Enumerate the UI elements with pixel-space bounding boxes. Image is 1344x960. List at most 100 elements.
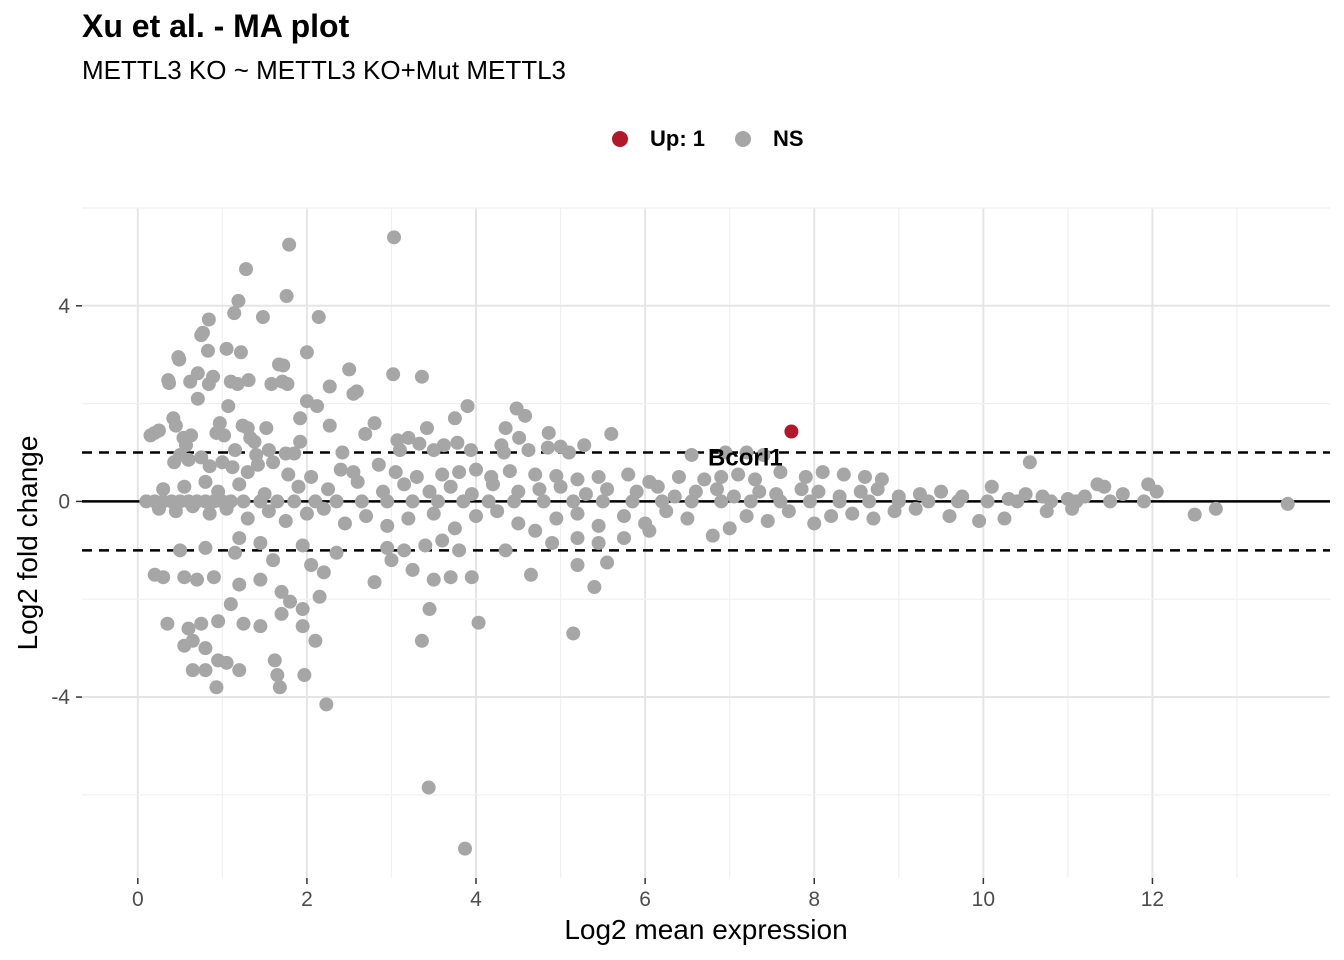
ns-point	[202, 506, 217, 521]
up-point	[784, 424, 799, 439]
ns-point	[299, 506, 314, 521]
ns-point	[198, 540, 213, 555]
ns-point	[862, 494, 877, 509]
ns-point	[616, 509, 631, 524]
ns-point	[748, 472, 763, 487]
ns-point	[866, 511, 881, 526]
ns-point	[739, 509, 754, 524]
ns-point	[760, 513, 775, 528]
ns-point	[528, 467, 543, 482]
ns-point	[853, 484, 868, 499]
ns-point	[283, 594, 297, 609]
ns-point	[481, 494, 496, 509]
ns-point	[198, 663, 213, 678]
ns-point	[333, 462, 348, 477]
ns-point	[418, 538, 433, 553]
ns-point	[308, 633, 323, 648]
ns-point	[297, 668, 312, 683]
ns-point	[426, 443, 441, 458]
ns-point	[405, 562, 420, 577]
ns-point	[463, 443, 478, 458]
ns-point	[228, 545, 243, 560]
ns-point	[625, 494, 640, 509]
ns-point	[161, 373, 176, 388]
legend-item-ns: NS	[735, 126, 804, 152]
ns-point	[350, 474, 365, 489]
ns-point	[221, 399, 236, 414]
ns-point	[151, 501, 166, 516]
ns-point	[223, 597, 238, 612]
ns-point	[518, 408, 533, 423]
ns-point	[241, 373, 256, 388]
ns-point	[386, 367, 401, 382]
ns-point	[697, 472, 712, 487]
ns-point	[680, 511, 695, 526]
ns-point	[621, 467, 636, 482]
ns-point	[304, 558, 319, 573]
ns-point	[367, 416, 382, 431]
ns-point	[824, 509, 839, 524]
ns-point	[803, 494, 817, 509]
ns-point	[295, 602, 310, 617]
ns-point	[980, 494, 995, 509]
ns-point	[367, 575, 382, 590]
ns-point	[794, 482, 809, 497]
ns-point	[278, 513, 293, 528]
ns-point	[168, 504, 183, 519]
ns-point	[507, 494, 522, 509]
ns-point	[591, 469, 606, 484]
legend-label-ns: NS	[773, 126, 804, 151]
ns-point	[553, 479, 568, 494]
ns-point	[198, 641, 213, 656]
ns-point	[456, 494, 471, 509]
ns-point	[1039, 504, 1054, 519]
x-axis-title: Log2 mean expression	[564, 914, 847, 945]
ns-point	[845, 506, 860, 521]
ns-point	[177, 479, 192, 494]
ns-point	[287, 494, 302, 509]
ns-point	[198, 474, 213, 489]
ns-point	[270, 494, 285, 509]
ns-point	[272, 357, 287, 372]
ns-point	[183, 374, 198, 389]
ns-point	[281, 467, 296, 482]
ns-point	[1097, 479, 1112, 494]
ns-point	[231, 293, 246, 308]
ns-point	[587, 580, 602, 595]
ns-point	[815, 465, 830, 480]
ns-point	[291, 479, 306, 494]
ns-point	[562, 445, 577, 460]
ns-point	[595, 494, 610, 509]
ns-point	[311, 310, 326, 325]
ns-point	[329, 545, 344, 560]
ns-point	[950, 494, 965, 509]
ns-point	[319, 697, 334, 712]
x-tick-label: 10	[972, 888, 995, 911]
ns-point	[857, 469, 872, 484]
point-labels: Bcorl1	[708, 444, 783, 471]
ns-point	[272, 680, 287, 695]
ns-point	[447, 411, 462, 426]
ns-point	[1115, 487, 1130, 502]
ns-point	[447, 521, 462, 536]
ns-point	[295, 619, 310, 634]
ns-point	[190, 391, 205, 406]
ns-point	[172, 352, 187, 367]
ns-point	[266, 455, 281, 470]
ns-point	[705, 528, 720, 543]
ns-point	[511, 516, 526, 531]
ns-point	[1010, 494, 1025, 509]
ns-point	[798, 469, 813, 484]
ns-point	[250, 457, 265, 472]
ns-point	[287, 446, 302, 461]
ns-point	[253, 536, 268, 550]
x-tick-label: 6	[639, 888, 651, 911]
ns-point	[219, 501, 234, 516]
ns-point	[469, 509, 484, 524]
ns-point	[1065, 501, 1080, 516]
ns-point	[359, 509, 374, 524]
ns-point	[354, 494, 369, 509]
ns-point	[600, 482, 615, 497]
x-tick-label: 12	[1141, 888, 1164, 911]
